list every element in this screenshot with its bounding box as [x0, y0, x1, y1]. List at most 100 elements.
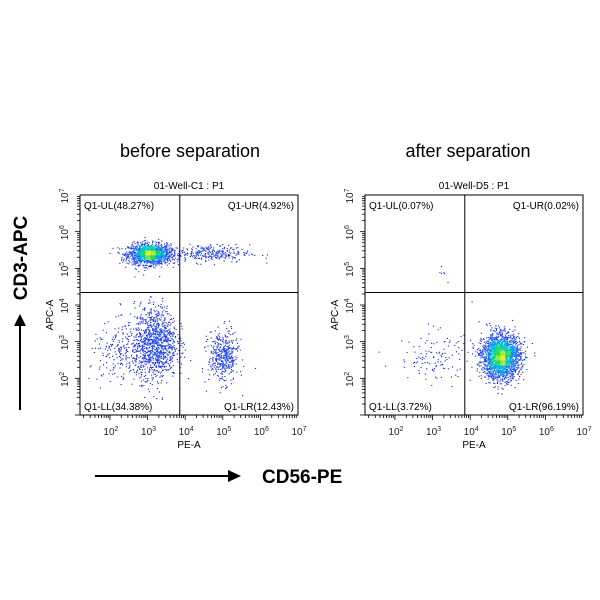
event-point: [170, 254, 172, 256]
event-point: [509, 348, 511, 350]
event-point: [149, 319, 151, 321]
event-point: [120, 359, 122, 361]
event-point: [166, 248, 168, 250]
event-point: [513, 349, 515, 351]
event-point: [142, 240, 144, 242]
event-point: [509, 343, 511, 345]
event-point: [480, 353, 482, 355]
event-point: [161, 362, 163, 364]
event-point: [131, 264, 133, 266]
event-point: [148, 330, 150, 332]
event-point: [485, 360, 487, 362]
event-point: [132, 258, 134, 260]
event-point: [510, 359, 512, 361]
event-point: [138, 255, 140, 257]
event-point: [144, 249, 146, 251]
event-point: [212, 256, 214, 258]
event-point: [244, 252, 246, 254]
event-point: [149, 248, 151, 250]
event-point: [504, 366, 506, 368]
event-point: [141, 259, 143, 261]
event-point: [227, 255, 229, 257]
event-point: [140, 250, 142, 252]
event-point: [219, 392, 221, 394]
event-point: [142, 252, 144, 254]
event-point: [519, 367, 521, 369]
event-point: [237, 247, 239, 249]
event-point: [147, 352, 149, 354]
event-point: [156, 370, 158, 372]
event-point: [151, 245, 153, 247]
event-point: [505, 357, 507, 359]
event-point: [515, 343, 517, 345]
event-point: [134, 248, 136, 250]
event-point: [170, 260, 172, 262]
event-point: [174, 354, 176, 356]
plot-title: 01-Well-C1 : P1: [154, 181, 225, 192]
event-point: [154, 260, 156, 262]
event-point: [142, 259, 144, 261]
event-point: [155, 258, 157, 260]
event-point: [218, 335, 220, 337]
event-point: [166, 369, 168, 371]
event-point: [196, 251, 198, 253]
event-point: [226, 346, 228, 348]
event-point: [156, 351, 158, 353]
event-point: [220, 254, 222, 256]
event-point: [217, 326, 219, 328]
event-point: [152, 357, 154, 359]
event-point: [141, 254, 143, 256]
event-point: [152, 303, 154, 305]
event-point: [151, 254, 153, 256]
event-point: [163, 335, 165, 337]
event-point: [152, 240, 154, 242]
event-point: [163, 333, 165, 335]
event-point: [109, 357, 111, 359]
event-point: [150, 254, 152, 256]
event-point: [495, 348, 497, 350]
event-point: [155, 253, 157, 255]
event-point: [159, 330, 161, 332]
event-point: [112, 340, 114, 342]
event-point: [125, 254, 127, 256]
event-point: [123, 259, 125, 261]
event-point: [146, 265, 148, 267]
event-point: [154, 339, 156, 341]
event-point: [164, 259, 166, 261]
event-point: [495, 337, 497, 339]
event-point: [153, 396, 155, 398]
event-point: [142, 366, 144, 368]
event-point: [208, 256, 210, 258]
event-point: [129, 322, 131, 324]
event-point: [485, 382, 487, 384]
event-point: [152, 345, 154, 347]
event-point: [172, 375, 174, 377]
event-point: [510, 349, 512, 351]
event-point: [140, 334, 142, 336]
event-point: [166, 311, 168, 313]
event-point: [505, 355, 507, 357]
event-point: [514, 369, 516, 371]
event-point: [147, 377, 149, 379]
event-point: [506, 380, 508, 382]
event-point: [226, 357, 228, 359]
event-point: [164, 246, 166, 248]
event-point: [163, 347, 165, 349]
event-point: [112, 247, 114, 249]
event-point: [230, 371, 232, 373]
event-point: [220, 373, 222, 375]
event-point: [232, 370, 234, 372]
event-point: [508, 370, 510, 372]
event-point: [153, 330, 155, 332]
event-point: [143, 348, 145, 350]
event-point: [184, 257, 186, 259]
event-point: [177, 361, 179, 363]
event-point: [156, 358, 158, 360]
event-point: [121, 326, 123, 328]
event-point: [196, 255, 198, 257]
event-point: [147, 347, 149, 349]
event-point: [510, 334, 512, 336]
event-point: [222, 251, 224, 253]
event-point: [136, 333, 138, 335]
event-point: [120, 350, 122, 352]
